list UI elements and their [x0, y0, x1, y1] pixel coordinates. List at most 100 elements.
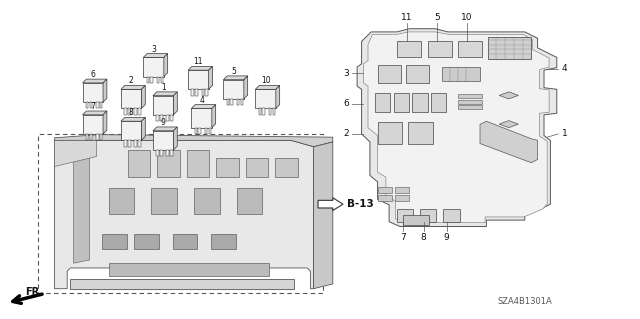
Polygon shape [153, 92, 177, 96]
Bar [195, 89, 198, 96]
Bar [209, 128, 211, 134]
Polygon shape [173, 127, 177, 150]
Bar [395, 195, 409, 201]
Text: 8: 8 [421, 233, 426, 242]
Text: 2: 2 [343, 130, 349, 138]
Polygon shape [212, 105, 216, 128]
Bar [109, 188, 134, 214]
Bar [378, 195, 392, 201]
Bar [241, 99, 243, 105]
Bar [121, 121, 141, 140]
Text: 1: 1 [562, 130, 568, 138]
Text: 11: 11 [194, 57, 203, 66]
Bar [147, 77, 149, 83]
Bar [458, 105, 482, 109]
Text: 3: 3 [343, 69, 349, 78]
Bar [406, 65, 429, 83]
Bar [246, 158, 268, 177]
Bar [160, 150, 163, 156]
Bar [397, 41, 421, 57]
Polygon shape [141, 117, 145, 140]
Bar [275, 158, 298, 177]
Text: 7: 7 [90, 102, 95, 111]
Bar [166, 115, 169, 121]
Text: 2: 2 [129, 77, 134, 85]
Bar [90, 134, 92, 140]
Bar [458, 94, 482, 98]
Polygon shape [70, 279, 294, 289]
Bar [378, 65, 401, 83]
Polygon shape [364, 32, 549, 223]
Bar [403, 215, 429, 225]
Bar [160, 115, 163, 121]
Polygon shape [121, 85, 145, 89]
Bar [83, 115, 103, 134]
Bar [412, 93, 428, 112]
Bar [458, 41, 482, 57]
Bar [273, 108, 275, 115]
Bar [109, 263, 269, 276]
Bar [138, 140, 141, 147]
Text: 8: 8 [129, 108, 134, 117]
Bar [134, 234, 159, 249]
Bar [262, 108, 265, 115]
Polygon shape [83, 111, 107, 115]
Bar [269, 108, 271, 115]
Bar [38, 134, 323, 293]
Bar [237, 188, 262, 214]
Bar [223, 80, 244, 99]
Bar [170, 115, 173, 121]
Bar [124, 108, 127, 115]
Bar [395, 187, 409, 193]
Text: SZA4B1301A: SZA4B1301A [497, 297, 552, 306]
Polygon shape [314, 142, 333, 289]
Bar [100, 102, 102, 108]
Bar [143, 57, 164, 77]
Polygon shape [141, 85, 145, 108]
Bar [156, 150, 159, 156]
Polygon shape [480, 121, 538, 163]
Bar [134, 140, 137, 147]
Polygon shape [191, 105, 216, 108]
Text: FR.: FR. [26, 287, 44, 297]
Bar [394, 93, 409, 112]
Polygon shape [499, 92, 518, 99]
Bar [191, 89, 194, 96]
Bar [216, 158, 239, 177]
Polygon shape [164, 54, 168, 77]
Polygon shape [173, 92, 177, 115]
Polygon shape [223, 76, 248, 80]
Bar [237, 99, 239, 105]
Text: 4: 4 [562, 64, 568, 73]
Polygon shape [153, 127, 177, 131]
Polygon shape [103, 79, 107, 102]
Bar [378, 187, 392, 193]
Bar [128, 108, 131, 115]
Bar [488, 37, 531, 59]
Polygon shape [188, 66, 212, 70]
Bar [150, 77, 153, 83]
Polygon shape [83, 79, 107, 83]
Bar [161, 77, 163, 83]
Bar [138, 108, 141, 115]
Bar [187, 150, 209, 177]
Bar [205, 128, 207, 134]
Text: 6: 6 [343, 99, 349, 108]
Bar [188, 70, 209, 89]
Polygon shape [54, 140, 314, 289]
Polygon shape [276, 85, 280, 108]
Polygon shape [499, 146, 518, 153]
Bar [96, 134, 99, 140]
Polygon shape [54, 140, 96, 166]
Bar [128, 140, 131, 147]
Bar [90, 102, 92, 108]
Bar [153, 96, 173, 115]
Bar [202, 89, 204, 96]
Polygon shape [74, 140, 90, 263]
Polygon shape [255, 85, 280, 89]
Bar [442, 67, 480, 81]
Bar [83, 83, 103, 102]
Bar [128, 150, 150, 177]
Bar [102, 234, 127, 249]
Bar [156, 115, 159, 121]
